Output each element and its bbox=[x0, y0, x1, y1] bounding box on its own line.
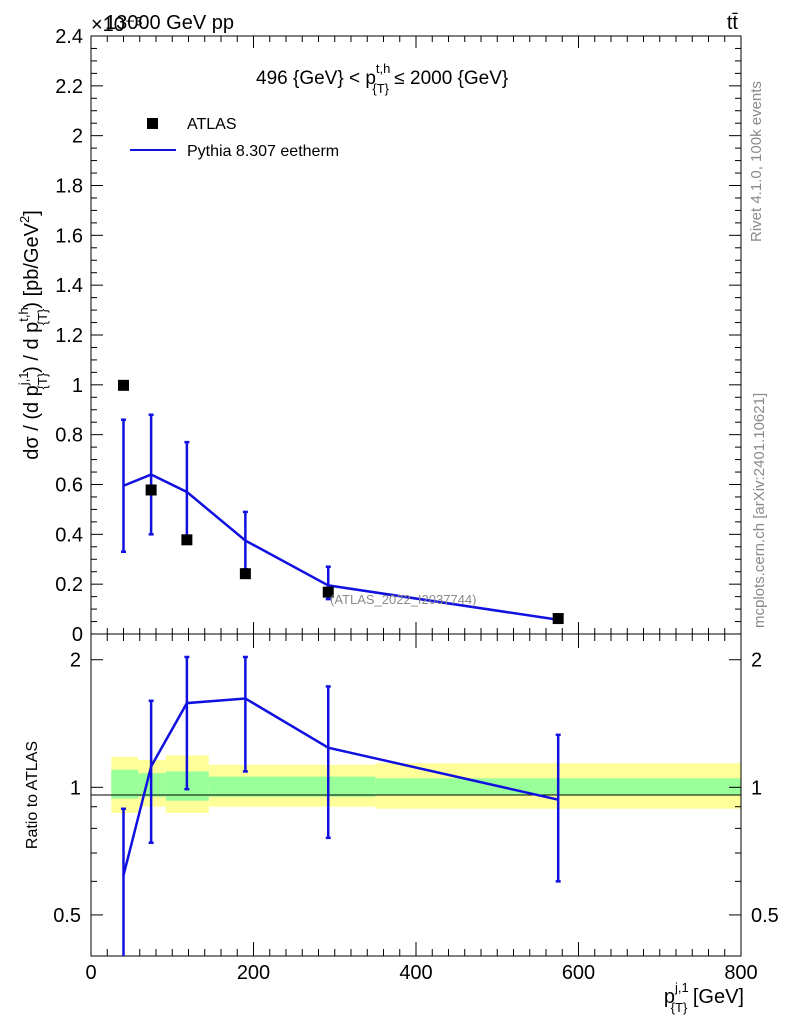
ratio-y-axis-label: Ratio to ATLAS bbox=[24, 741, 41, 849]
mc-line bbox=[123, 473, 559, 622]
main-y-axis-label: dσ / (d pj,1 {T}) / d pt,h {T}) [pb/GeV2] bbox=[16, 210, 50, 460]
x-tick-label: 600 bbox=[562, 962, 595, 984]
main-y-tick-label: 0.4 bbox=[55, 524, 83, 546]
mcplots-credit-label: mcplots.cern.ch [arXiv:2401.10621] bbox=[751, 393, 768, 628]
atlas-data-point bbox=[552, 613, 564, 625]
x-axis-label: pj,1 {T} [GeV] bbox=[664, 980, 744, 1015]
ratio-stat-band bbox=[208, 776, 376, 797]
main-y-tick-label-zero: 0 bbox=[72, 624, 83, 646]
ratio-y-tick-labels: 0.5 0.5 1 1 2 2 bbox=[53, 650, 779, 927]
main-y-tick-label: 1 bbox=[72, 375, 83, 397]
main-y-tick-label: 1.2 bbox=[55, 325, 83, 347]
atlas-data-point bbox=[181, 534, 193, 546]
ratio-y-tick-label-right: 1 bbox=[751, 777, 762, 799]
ratio-y-tick-label-right: 0.5 bbox=[751, 905, 779, 927]
ratio-y-tick-label-left: 2 bbox=[70, 650, 81, 672]
main-y-tick-label: 0.8 bbox=[55, 425, 83, 447]
atlas-data-point bbox=[118, 379, 129, 391]
legend-atlas-label: ATLAS bbox=[187, 116, 237, 133]
ratio-y-tick-label-left: 0.5 bbox=[53, 905, 81, 927]
main-y-tick-label: 0.6 bbox=[55, 475, 83, 497]
main-y-tick-label: 1.6 bbox=[55, 225, 83, 247]
main-y-tick-label: 2.2 bbox=[55, 76, 83, 98]
ratio-series-layer bbox=[121, 655, 561, 956]
main-y-tick-labels: 0.2 0.4 0.6 0.8 1 1.2 1.4 1.6 1.8 2 2.2 2.4 0 bbox=[55, 26, 83, 646]
header-left: 13000 GeV pp bbox=[105, 12, 234, 34]
x-tick-label: 800 bbox=[724, 962, 757, 984]
x-tick-labels: 0 200 400 600 800 bbox=[85, 962, 757, 984]
ratio-mc-line bbox=[122, 697, 559, 876]
atlas-data-point bbox=[239, 568, 251, 580]
atlas-data-point bbox=[145, 484, 157, 496]
plot-title: 496 {GeV} < pt,h {T} ≤ 2000 {GeV} bbox=[256, 61, 508, 96]
main-y-tick-label: 1.8 bbox=[55, 176, 83, 198]
main-series-layer bbox=[118, 379, 564, 625]
main-y-tick-label: 2.4 bbox=[55, 26, 83, 48]
main-y-tick-label: 1.4 bbox=[55, 275, 83, 297]
atlas-data-point bbox=[322, 586, 334, 598]
header-right: tt̄ bbox=[727, 12, 739, 34]
ratio-y-tick-label-right: 2 bbox=[751, 650, 762, 672]
main-y-tick-label: 0.2 bbox=[55, 574, 83, 596]
x-tick-label: 0 bbox=[85, 962, 96, 984]
rivet-version-label: Rivet 4.1.0, 100k events bbox=[748, 81, 765, 242]
ratio-stat-band bbox=[111, 769, 139, 799]
ratio-uncertainty-bands bbox=[111, 755, 741, 813]
legend-atlas-marker bbox=[147, 118, 158, 129]
scale-label: ×10⁻³ bbox=[91, 14, 142, 36]
main-y-tick-label: 2 bbox=[72, 126, 83, 148]
x-tick-label: 200 bbox=[237, 962, 270, 984]
analysis-watermark: (ATLAS_2022_I2037744) bbox=[330, 592, 476, 607]
x-tick-label: 400 bbox=[399, 962, 432, 984]
legend-pythia-label: Pythia 8.307 eetherm bbox=[187, 143, 339, 160]
main-axis-ticks bbox=[90, 35, 742, 634]
ratio-y-tick-label-left: 1 bbox=[70, 777, 81, 799]
